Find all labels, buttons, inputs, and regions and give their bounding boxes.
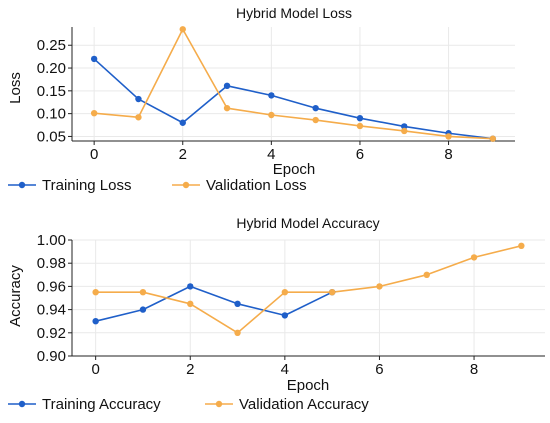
- y-axis-label: Loss: [7, 72, 24, 104]
- x-tick-label: 2: [186, 361, 194, 378]
- legend-marker: [18, 400, 26, 408]
- chart-title: Hybrid Model Loss: [236, 5, 352, 21]
- series-lines: [93, 28, 493, 140]
- data-point: [356, 115, 364, 122]
- gridlines: [72, 27, 515, 141]
- y-tick-label: 0.20: [37, 60, 66, 77]
- data-point: [90, 109, 98, 117]
- y-ticks: 0.05 0.10 0.15 0.20 0.25: [37, 37, 72, 145]
- data-point: [92, 289, 99, 296]
- y-tick-label: 0.10: [37, 106, 66, 123]
- y-tick-label: 0.96: [37, 278, 66, 295]
- data-point: [518, 242, 525, 249]
- x-tick-label: 8: [470, 361, 478, 378]
- x-tick-label: 2: [179, 146, 187, 163]
- data-point: [281, 312, 289, 319]
- series-line: [94, 28, 493, 140]
- data-point: [401, 127, 408, 135]
- x-tick-label: 4: [267, 146, 275, 163]
- series-points: [92, 242, 525, 336]
- data-point: [423, 271, 430, 278]
- series-lines: [95, 245, 522, 334]
- legend-marker: [182, 181, 190, 189]
- loss-chart: Hybrid Model Loss 0 2 4 6 8 0.05 0.10 0.15 0.20…: [7, 5, 515, 194]
- data-point: [489, 135, 497, 142]
- y-tick-label: 0.98: [37, 255, 66, 272]
- data-point: [401, 123, 408, 130]
- data-point: [179, 26, 186, 33]
- data-point: [470, 254, 478, 261]
- x-tick-label: 4: [281, 361, 289, 378]
- data-point: [376, 283, 383, 290]
- data-point: [187, 300, 194, 307]
- data-point: [135, 95, 142, 103]
- data-point: [135, 114, 142, 121]
- x-ticks: 0 2 4 6 8: [91, 356, 478, 378]
- data-point: [356, 122, 364, 130]
- data-point: [312, 116, 319, 124]
- legend: Training Accuracy Validation Accuracy: [8, 396, 369, 413]
- legend-marker: [215, 400, 223, 408]
- series-line: [95, 245, 522, 334]
- x-tick-label: 0: [90, 146, 98, 163]
- data-point: [223, 104, 231, 112]
- legend: Training Loss Validation Loss: [8, 177, 307, 194]
- chart-title: Hybrid Model Accuracy: [236, 215, 379, 231]
- data-point: [187, 283, 194, 290]
- data-point: [312, 104, 319, 112]
- x-tick-label: 0: [91, 361, 99, 378]
- x-tick-label: 6: [375, 361, 383, 378]
- y-tick-label: 0.25: [37, 37, 66, 54]
- series-points: [90, 26, 497, 142]
- legend-marker: [18, 181, 26, 189]
- y-tick-label: 0.90: [37, 348, 66, 365]
- y-ticks: 0.90 0.92 0.94 0.96 0.98 1.00: [37, 232, 72, 365]
- data-point: [179, 119, 186, 126]
- series-line: [93, 58, 493, 140]
- data-point: [328, 289, 336, 296]
- y-tick-label: 0.05: [37, 128, 66, 145]
- x-ticks: 0 2 4 6 8: [90, 141, 453, 163]
- x-tick-label: 6: [356, 146, 364, 163]
- y-axis-label: Accuracy: [7, 265, 24, 327]
- x-axis-label: Epoch: [287, 377, 330, 394]
- data-point: [92, 318, 99, 325]
- data-point: [234, 300, 241, 307]
- y-tick-label: 0.94: [37, 302, 66, 319]
- legend-label: Validation Loss: [206, 177, 307, 194]
- x-tick-label: 8: [444, 146, 452, 163]
- data-point: [281, 289, 289, 296]
- data-point: [268, 92, 275, 99]
- x-axis-label: Epoch: [273, 161, 316, 178]
- accuracy-chart: Hybrid Model Accuracy 0 2 4 6 8 0.90 0.92 0.94…: [7, 215, 545, 413]
- axes: [71, 240, 545, 357]
- axes: [71, 27, 515, 142]
- data-point: [139, 289, 147, 296]
- y-tick-label: 0.92: [37, 325, 66, 342]
- data-point: [139, 306, 147, 313]
- y-tick-label: 1.00: [37, 232, 66, 249]
- data-point: [234, 329, 241, 336]
- y-tick-label: 0.15: [37, 83, 66, 100]
- data-point: [90, 55, 98, 63]
- data-point: [268, 111, 275, 119]
- legend-label: Training Loss: [42, 177, 132, 194]
- series-line: [95, 285, 333, 322]
- data-point: [445, 133, 452, 140]
- legend-label: Validation Accuracy: [239, 396, 369, 413]
- data-point: [223, 82, 231, 90]
- legend-label: Training Accuracy: [42, 396, 161, 413]
